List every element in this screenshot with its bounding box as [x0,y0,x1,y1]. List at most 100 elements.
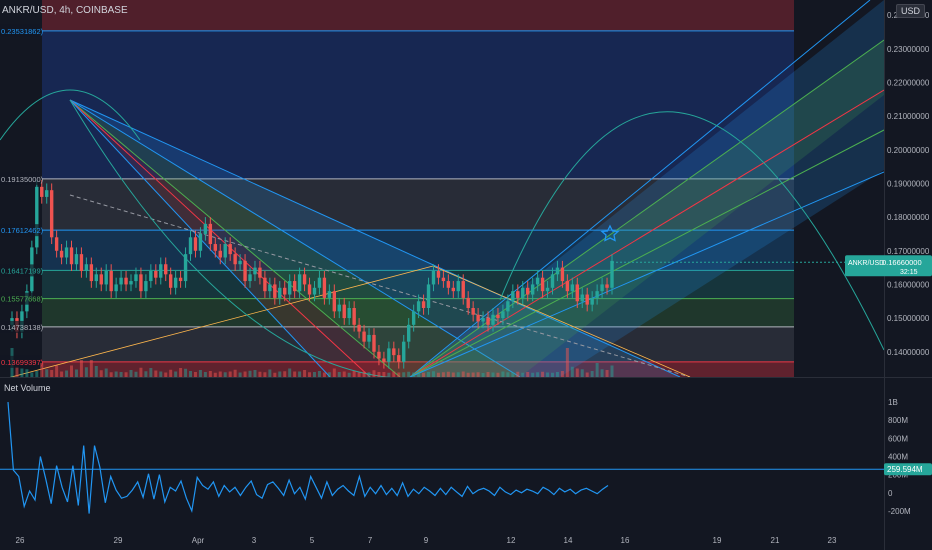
candle [198,227,203,258]
volume-bar [119,372,123,377]
candle [164,257,168,282]
candle [208,217,213,251]
volume-bar [466,372,470,377]
last-price-badge [845,255,932,277]
volume-bar [595,363,599,377]
fib-label-bg [0,355,40,368]
volume-bar [169,369,173,377]
price-tick-label: 0.21000000 [887,112,930,121]
volume-bar [60,371,64,377]
candle-body [526,287,530,295]
volume-bar [45,369,49,377]
candle [406,318,411,349]
last-price-value: 0.16660000 [882,258,922,267]
volume-bar [144,371,148,377]
candle [610,254,614,295]
time-tick-label: 19 [713,536,722,545]
candle-body [79,254,84,271]
volume-bar [253,370,257,377]
time-tick-label: 5 [310,536,315,545]
candle [278,281,282,305]
volume-bar [531,372,535,377]
volume-bar [555,372,559,377]
candle [218,244,222,265]
price-tick-label: 0.15000000 [887,314,930,323]
candle-body [387,348,391,362]
candle [253,260,257,282]
candle [45,183,49,204]
candle [109,264,113,298]
candle [511,284,515,308]
fib-band [42,30,794,179]
candle-body [416,301,421,312]
symbol-label: ANKR/USD [2,5,54,16]
candle-body [268,284,272,292]
volume-bar [99,370,103,377]
candle-body [372,334,376,352]
candle [84,257,89,278]
volume-bar [491,372,495,377]
volume-bar [451,372,455,377]
volume-bar [481,373,485,377]
volume-bar [580,369,584,377]
fib-band [42,178,794,231]
candle-body [283,287,287,295]
volume-tick-label: 400M [888,453,908,462]
volume-bar [506,372,510,377]
candle [526,281,530,302]
fib-label-bg [0,172,40,185]
candle-body [600,284,604,292]
candle [352,301,356,332]
volume-bar [203,372,207,377]
volume-bar [139,367,143,377]
volume-bar [511,372,515,377]
candle-body [183,254,188,282]
candle-body [516,291,520,298]
candle-body [89,264,94,282]
candle [159,257,163,285]
candle [307,277,312,302]
candle-body [357,324,361,332]
candle [600,277,604,298]
candle-body [367,334,371,342]
time-tick-label: 29 [114,536,123,545]
volume-bar [283,371,287,377]
volume-bar [50,370,54,377]
candle [183,247,188,288]
candle [575,277,579,308]
volume-bar [184,368,188,377]
candle-body [129,281,133,285]
currency-badge[interactable]: USD [896,4,926,18]
candle [550,267,555,295]
candle [605,277,609,295]
candle-body [352,307,356,325]
candle-body [382,358,386,362]
fan-line [69,99,371,377]
candle-body [238,260,242,265]
candle [223,237,227,265]
candle-body [297,274,302,292]
candle-body [540,277,545,292]
candle [426,277,431,315]
volume-bar [392,371,396,377]
candle [362,324,366,349]
candle [154,264,158,285]
volume-tick-label: 600M [888,434,908,443]
volume-bar [486,372,490,377]
price-tick-label: 0.20000000 [887,146,930,155]
price-tick-label: 0.14000000 [887,348,930,357]
fib-level-label: 0.13699397) [1,358,44,367]
candle-body [54,237,59,251]
time-tick-label: 9 [424,536,429,545]
candle-body [109,270,113,292]
candle-body [476,314,480,322]
exchange-label: COINBASE [75,5,128,16]
volume-bar [94,366,98,377]
candle-body [431,270,436,285]
volume-bar [516,371,520,377]
candle [466,291,470,315]
candle-body [64,247,69,258]
volume-bar [521,372,525,377]
price-tick-label: 0.23000000 [887,45,930,54]
